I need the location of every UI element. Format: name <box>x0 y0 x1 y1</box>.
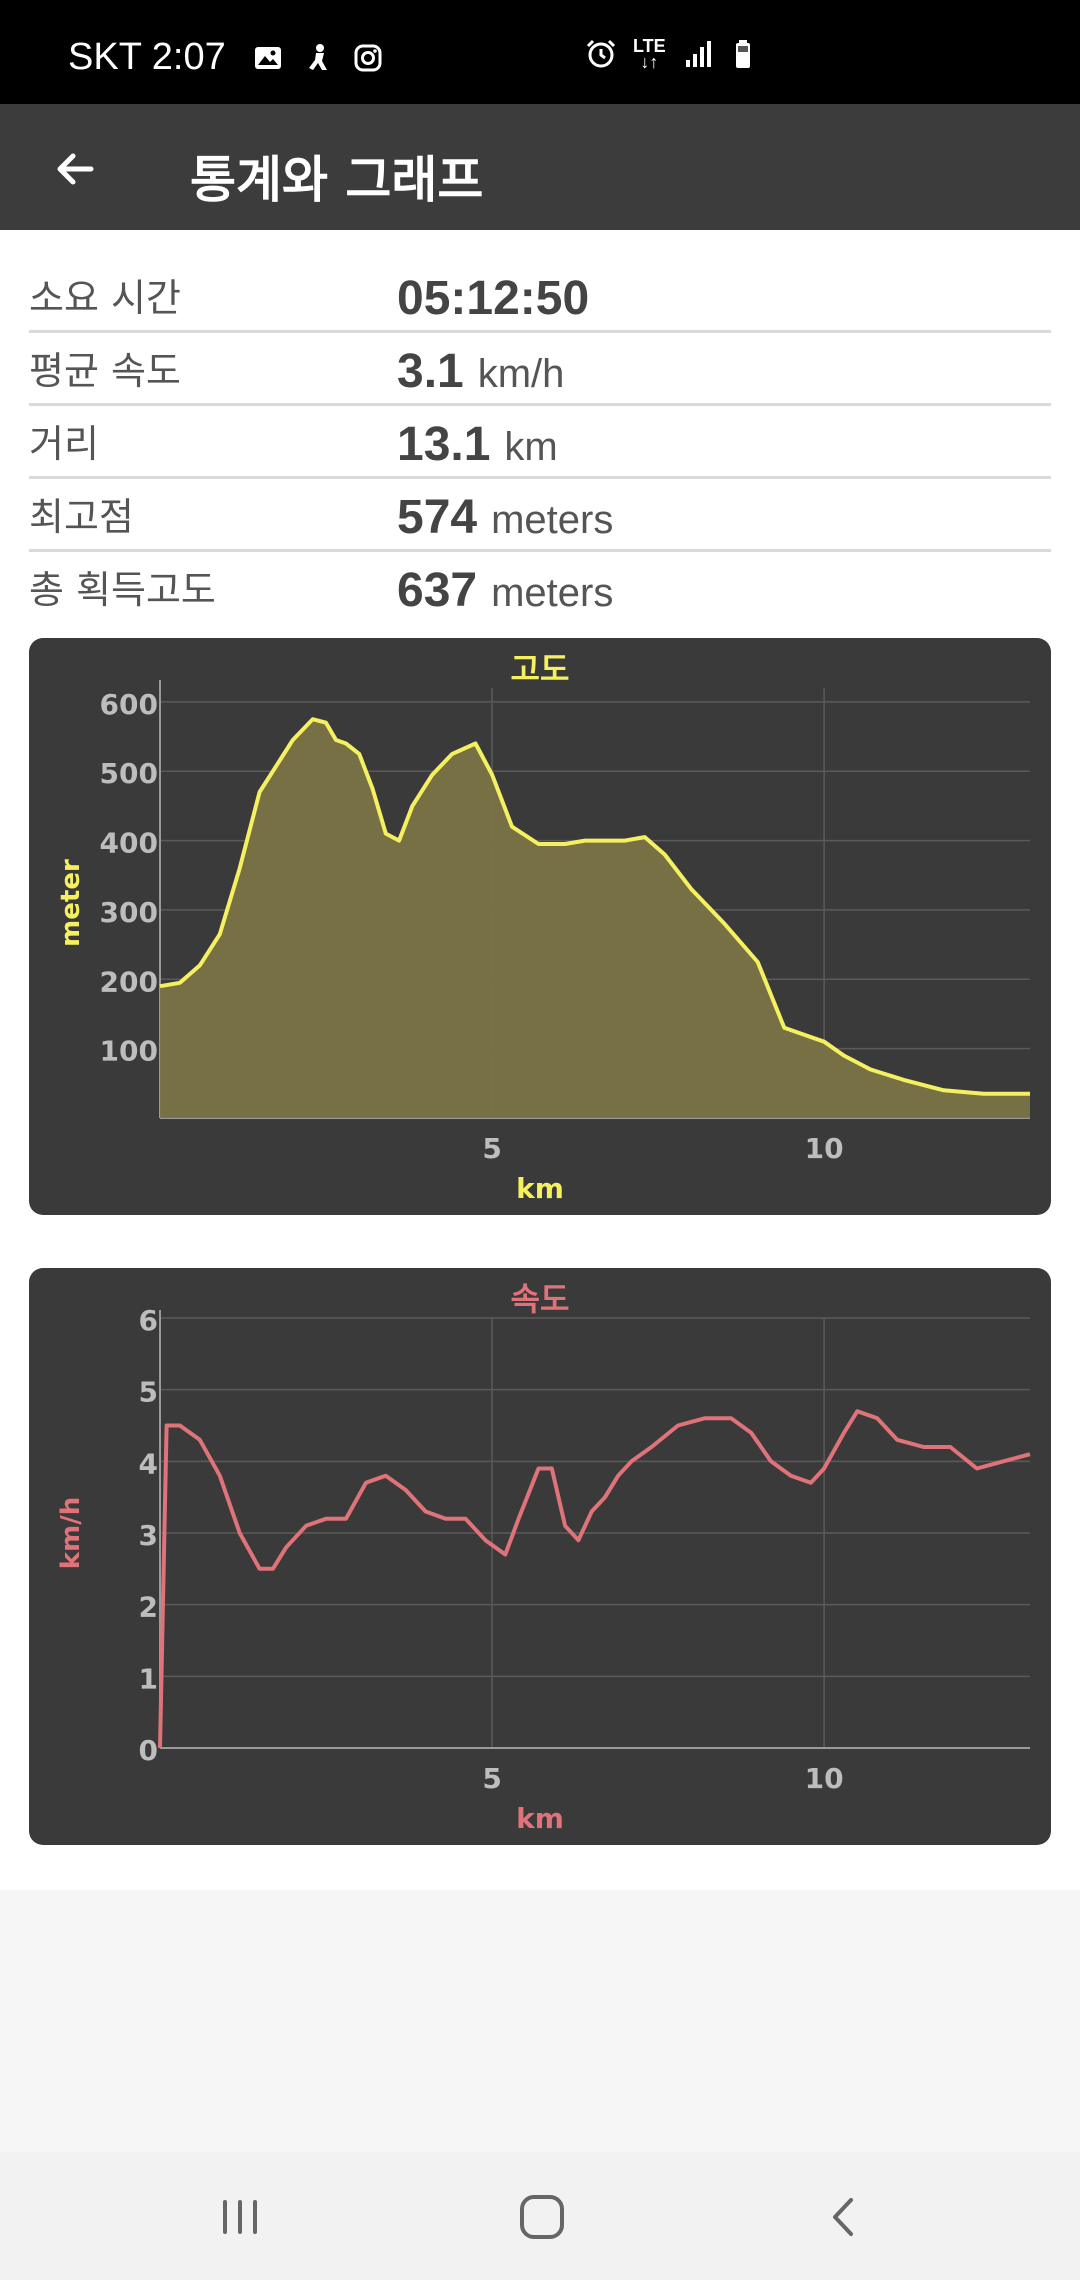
stats-table: 소요 시간 05:12:50 평균 속도 3.1 km/h 거리 13.1 km 최… <box>29 260 1051 622</box>
speed-chart: 0 1 2 3 4 5 6 5 10 속도 km km/h <box>56 1280 1031 1835</box>
alarm-icon <box>586 39 616 68</box>
status-bar: SKT 2:07 LTE ↓↑ <box>0 0 1080 104</box>
elevation-chart-card: 100 200 300 400 500 600 5 10 고도 km meter <box>29 638 1051 1215</box>
page-title: 통계와 그래프 <box>190 151 484 209</box>
y-tick-label: 400 <box>100 827 158 860</box>
y-tick-label: 4 <box>139 1447 158 1480</box>
stat-number: 3.1 <box>397 345 464 398</box>
y-tick-label: 3 <box>139 1519 158 1552</box>
nav-back-button[interactable] <box>804 2182 884 2252</box>
signal-icon <box>685 41 711 67</box>
stat-label: 거리 <box>29 422 99 466</box>
elevation-chart: 100 200 300 400 500 600 5 10 고도 km meter <box>56 650 1030 1205</box>
y-tick-label: 0 <box>139 1734 158 1767</box>
y-tick-label: 600 <box>100 688 158 721</box>
chart-title: 속도 <box>511 1280 570 1318</box>
y-tick-label: 2 <box>139 1591 158 1624</box>
speed-chart-card: 0 1 2 3 4 5 6 5 10 속도 km km/h <box>29 1268 1051 1845</box>
x-axis-label: km <box>516 1802 564 1835</box>
y-tick-label: 500 <box>100 757 158 790</box>
area-fill <box>160 719 1030 1118</box>
stat-label: 평균 속도 <box>29 349 181 393</box>
nav-bar <box>0 2152 1080 2280</box>
stat-value: 13.1 km <box>397 417 558 472</box>
stat-value: 637 meters <box>397 563 613 618</box>
stat-unit: meters <box>491 571 614 615</box>
stat-label: 소요 시간 <box>29 276 181 320</box>
stat-row-avg-speed: 평균 속도 3.1 km/h <box>29 333 1051 406</box>
x-tick-label: 5 <box>482 1762 501 1795</box>
battery-icon <box>735 40 750 68</box>
stat-row-elevation-gain: 총 획득고도 637 meters <box>29 552 1051 622</box>
stat-row-highest-point: 최고점 574 meters <box>29 479 1051 552</box>
image-icon <box>254 46 281 69</box>
carrier-time: SKT 2:07 <box>68 36 226 78</box>
x-tick-label: 10 <box>805 1762 844 1795</box>
x-tick-label: 10 <box>805 1132 844 1165</box>
y-axis-label: km/h <box>56 1497 86 1569</box>
lte-icon: LTE ↓↑ <box>633 36 666 72</box>
status-right: LTE ↓↑ <box>585 36 762 72</box>
home-button[interactable] <box>502 2182 582 2252</box>
instagram-icon <box>354 44 382 71</box>
stat-value: 3.1 km/h <box>397 344 564 399</box>
x-tick-label: 5 <box>482 1132 501 1165</box>
y-tick-label: 300 <box>100 896 158 929</box>
stat-number: 574 <box>397 491 478 544</box>
back-icon <box>833 2198 853 2236</box>
y-tick-label: 6 <box>139 1304 158 1337</box>
stat-unit: km/h <box>477 352 565 396</box>
stat-number: 637 <box>397 564 478 617</box>
series-line <box>159 717 1030 1096</box>
stat-number: 13.1 <box>397 418 491 471</box>
network-type: LTE <box>633 36 666 56</box>
home-icon <box>520 2195 564 2239</box>
y-tick-label: 200 <box>100 965 158 998</box>
y-axis-label: meter <box>56 859 86 947</box>
stat-value: 574 meters <box>397 490 613 545</box>
stat-row-duration: 소요 시간 05:12:50 <box>29 260 1051 333</box>
app-bar: 통계와 그래프 <box>0 104 1080 230</box>
status-left: SKT 2:07 <box>68 36 384 79</box>
y-tick-label: 1 <box>139 1662 158 1695</box>
stat-unit: km <box>504 425 558 469</box>
notification-icons <box>252 42 384 74</box>
figure-icon <box>308 43 327 70</box>
stat-value: 05:12:50 <box>397 271 589 326</box>
y-tick-label: 100 <box>100 1035 158 1068</box>
recents-icon <box>223 2200 257 2234</box>
y-tick-label: 5 <box>139 1376 158 1409</box>
chart-title: 고도 <box>511 650 570 688</box>
series-line <box>158 1409 1031 1749</box>
back-arrow-icon <box>57 153 94 185</box>
stat-row-distance: 거리 13.1 km <box>29 406 1051 479</box>
x-axis-label: km <box>516 1172 564 1205</box>
stat-label: 총 획득고도 <box>29 568 216 612</box>
stat-unit: meters <box>491 498 614 542</box>
recents-button[interactable] <box>200 2182 280 2252</box>
stat-number: 05:12:50 <box>397 272 590 325</box>
stat-label: 최고점 <box>29 495 134 539</box>
back-button[interactable] <box>40 134 110 204</box>
content-area: 소요 시간 05:12:50 평균 속도 3.1 km/h 거리 13.1 km 최… <box>0 230 1080 1890</box>
